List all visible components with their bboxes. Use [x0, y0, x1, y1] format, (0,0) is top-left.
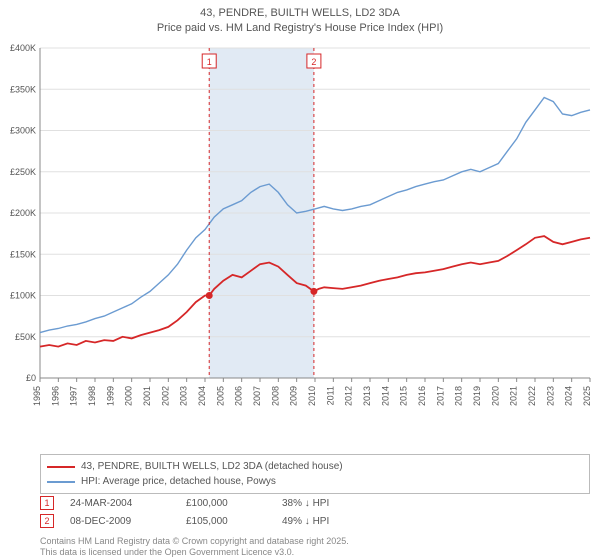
svg-text:2013: 2013 [362, 386, 372, 406]
svg-text:2017: 2017 [435, 386, 445, 406]
svg-text:2006: 2006 [234, 386, 244, 406]
svg-text:2000: 2000 [124, 386, 134, 406]
svg-text:2016: 2016 [417, 386, 427, 406]
svg-text:2: 2 [311, 57, 316, 67]
svg-text:£400K: £400K [10, 43, 36, 53]
chart-title: 43, PENDRE, BUILTH WELLS, LD2 3DA Price … [0, 0, 600, 36]
svg-text:2004: 2004 [197, 386, 207, 406]
title-line2: Price paid vs. HM Land Registry's House … [0, 21, 600, 36]
svg-text:2024: 2024 [564, 386, 574, 406]
svg-text:1996: 1996 [50, 386, 60, 406]
svg-text:2014: 2014 [380, 386, 390, 406]
svg-text:2020: 2020 [490, 386, 500, 406]
svg-text:1997: 1997 [69, 386, 79, 406]
legend-swatch [47, 466, 75, 468]
svg-text:2010: 2010 [307, 386, 317, 406]
svg-text:£250K: £250K [10, 167, 36, 177]
svg-text:£150K: £150K [10, 249, 36, 259]
svg-text:2001: 2001 [142, 386, 152, 406]
footer-line1: Contains HM Land Registry data © Crown c… [40, 536, 349, 547]
legend-row: HPI: Average price, detached house, Powy… [47, 474, 583, 489]
legend: 43, PENDRE, BUILTH WELLS, LD2 3DA (detac… [40, 454, 590, 494]
svg-text:£350K: £350K [10, 84, 36, 94]
svg-text:1998: 1998 [87, 386, 97, 406]
event-row: 2 08-DEC-2009 £105,000 49% ↓ HPI [40, 514, 329, 528]
svg-text:1995: 1995 [32, 386, 42, 406]
svg-text:2019: 2019 [472, 386, 482, 406]
svg-text:2018: 2018 [454, 386, 464, 406]
legend-text: HPI: Average price, detached house, Powy… [81, 474, 276, 489]
svg-text:2007: 2007 [252, 386, 262, 406]
legend-swatch [47, 481, 75, 483]
svg-text:£0: £0 [26, 373, 36, 383]
svg-text:1: 1 [207, 57, 212, 67]
chart-svg: £0£50K£100K£150K£200K£250K£300K£350K£400… [40, 48, 590, 408]
svg-text:2023: 2023 [545, 386, 555, 406]
svg-text:2011: 2011 [325, 386, 335, 405]
svg-text:2008: 2008 [270, 386, 280, 406]
svg-text:2012: 2012 [344, 386, 354, 406]
footer: Contains HM Land Registry data © Crown c… [40, 536, 349, 558]
event-date: 24-MAR-2004 [70, 498, 170, 509]
event-delta: 49% ↓ HPI [282, 516, 329, 527]
svg-text:2009: 2009 [289, 386, 299, 406]
event-date: 08-DEC-2009 [70, 516, 170, 527]
svg-text:2015: 2015 [399, 386, 409, 406]
svg-text:2002: 2002 [160, 386, 170, 406]
svg-text:2025: 2025 [582, 386, 592, 406]
svg-text:£100K: £100K [10, 291, 36, 301]
title-line1: 43, PENDRE, BUILTH WELLS, LD2 3DA [0, 6, 600, 21]
legend-text: 43, PENDRE, BUILTH WELLS, LD2 3DA (detac… [81, 459, 343, 474]
chart: £0£50K£100K£150K£200K£250K£300K£350K£400… [40, 48, 590, 408]
events-table: 1 24-MAR-2004 £100,000 38% ↓ HPI 2 08-DE… [40, 496, 329, 532]
event-price: £105,000 [186, 516, 266, 527]
event-delta: 38% ↓ HPI [282, 498, 329, 509]
svg-text:2005: 2005 [215, 386, 225, 406]
svg-text:£300K: £300K [10, 126, 36, 136]
svg-text:1999: 1999 [105, 386, 115, 406]
svg-text:2021: 2021 [509, 386, 519, 406]
svg-text:2003: 2003 [179, 386, 189, 406]
svg-text:£200K: £200K [10, 208, 36, 218]
footer-line2: This data is licensed under the Open Gov… [40, 547, 349, 558]
svg-text:2022: 2022 [527, 386, 537, 406]
legend-row: 43, PENDRE, BUILTH WELLS, LD2 3DA (detac… [47, 459, 583, 474]
event-marker-icon: 2 [40, 514, 54, 528]
event-price: £100,000 [186, 498, 266, 509]
event-marker-icon: 1 [40, 496, 54, 510]
event-row: 1 24-MAR-2004 £100,000 38% ↓ HPI [40, 496, 329, 510]
svg-text:£50K: £50K [15, 332, 36, 342]
